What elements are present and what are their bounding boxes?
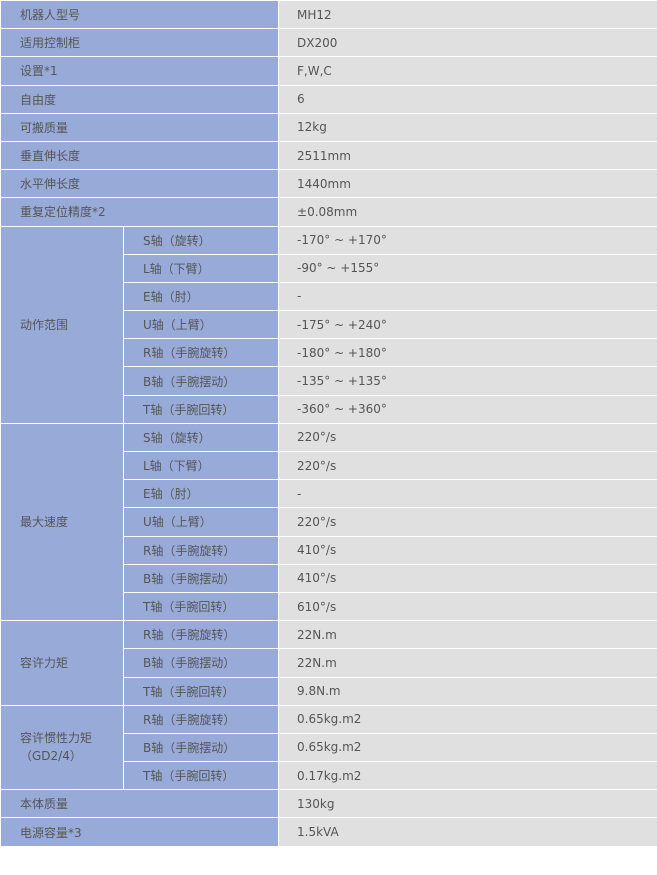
spec-value: 130kg <box>278 789 657 819</box>
spec-value: 0.65kg.m2 <box>278 732 657 763</box>
spec-row: 水平伸长度 1440mm <box>0 169 657 199</box>
axis-label: E轴（肘） <box>122 281 280 312</box>
group-title: 容许惯性力矩 <box>20 731 93 746</box>
spec-value: 1440mm <box>278 169 657 199</box>
spec-row: B轴（手腕摆动） 22N.m <box>1 648 657 678</box>
spec-label: 本体质量 <box>0 789 280 819</box>
spec-label: 可搬质量 <box>0 112 280 142</box>
spec-row: 容许力矩 R轴（手腕旋转） 22N.m <box>0 620 657 706</box>
spec-value: 610°/s <box>278 591 657 622</box>
spec-label: 设置*1 <box>0 56 280 86</box>
axis-label: T轴（手腕回转） <box>122 761 280 791</box>
spec-label: 水平伸长度 <box>0 169 280 199</box>
spec-value: -360° ~ +360° <box>278 394 657 424</box>
spec-row: L轴（下臂） -90° ~ +155° <box>1 253 657 283</box>
spec-label: 机器人型号 <box>0 0 280 30</box>
spec-row: T轴（手腕回转） 610°/s <box>1 591 657 622</box>
spec-value: 22N.m <box>278 620 657 650</box>
spec-value: F,W,C <box>278 56 657 86</box>
spec-row: E轴（肘） - <box>1 479 657 509</box>
spec-value: 6 <box>278 84 657 114</box>
spec-row: 容许惯性力矩 （GD2/4） R轴（手腕旋转） 0.65kg.m2 <box>0 704 657 791</box>
spec-row: B轴（手腕摆动） 0.65kg.m2 <box>1 732 657 763</box>
spec-row: B轴（手腕摆动） 410°/s <box>1 563 657 593</box>
spec-row: T轴（手腕回转） -360° ~ +360° <box>1 394 657 424</box>
axis-label: U轴（上臂） <box>122 507 280 537</box>
axis-label: T轴（手腕回转） <box>122 394 280 424</box>
spec-value: 2511mm <box>278 140 657 171</box>
axis-label: S轴（旋转） <box>122 422 280 453</box>
spec-value: 0.65kg.m2 <box>278 704 657 734</box>
spec-value: 220°/s <box>278 422 657 453</box>
axis-label: R轴（手腕旋转） <box>122 338 280 368</box>
spec-value: DX200 <box>278 28 657 58</box>
axis-label: T轴（手腕回转） <box>122 676 280 706</box>
spec-row: 可搬质量 12kg <box>0 112 657 142</box>
spec-value: -135° ~ +135° <box>278 366 657 396</box>
spec-value: 410°/s <box>278 535 657 565</box>
spec-value: 12kg <box>278 112 657 142</box>
spec-value: 22N.m <box>278 648 657 678</box>
axis-label: S轴（旋转） <box>122 225 280 255</box>
group-label: 容许力矩 <box>0 620 124 706</box>
group-subtitle: （GD2/4） <box>20 749 82 764</box>
group-title: 容许力矩 <box>20 655 69 670</box>
spec-value: -180° ~ +180° <box>278 338 657 368</box>
spec-row: 垂直伸长度 2511mm <box>0 140 657 171</box>
spec-row: 最大速度 S轴（旋转） 220°/s <box>0 422 657 622</box>
spec-row: 电源容量*3 1.5kVA <box>0 817 657 847</box>
spec-label: 垂直伸长度 <box>0 140 280 171</box>
axis-label: B轴（手腕摆动） <box>122 366 280 396</box>
axis-label: L轴（下臂） <box>122 450 280 481</box>
spec-label: 适用控制柜 <box>0 28 280 58</box>
axis-label: T轴（手腕回转） <box>122 591 280 622</box>
axis-label: L轴（下臂） <box>122 253 280 283</box>
spec-label: 电源容量*3 <box>0 817 280 847</box>
spec-value: - <box>278 479 657 509</box>
axis-label: E轴（肘） <box>122 479 280 509</box>
spec-value: MH12 <box>278 0 657 30</box>
group-label: 动作范围 <box>0 225 124 424</box>
group-title: 最大速度 <box>20 514 69 529</box>
spec-row: 机器人型号 MH12 <box>0 0 657 30</box>
axis-label: R轴（手腕旋转） <box>122 620 280 650</box>
spec-row: U轴（上臂） 220°/s <box>1 507 657 537</box>
spec-value: -90° ~ +155° <box>278 253 657 283</box>
spec-value: -175° ~ +240° <box>278 310 657 340</box>
spec-value: 410°/s <box>278 563 657 593</box>
axis-label: R轴（手腕旋转） <box>122 535 280 565</box>
spec-value: 220°/s <box>278 450 657 481</box>
spec-row: R轴（手腕旋转） 410°/s <box>1 535 657 565</box>
axis-label: U轴（上臂） <box>122 310 280 340</box>
spec-row: T轴（手腕回转） 9.8N.m <box>1 676 657 706</box>
axis-label: B轴（手腕摆动） <box>122 648 280 678</box>
spec-label: 重复定位精度*2 <box>0 197 280 227</box>
spec-row: E轴（肘） - <box>1 281 657 312</box>
spec-row: U轴（上臂） -175° ~ +240° <box>1 310 657 340</box>
spec-row: 设置*1 F,W,C <box>0 56 657 86</box>
spec-value: -170° ~ +170° <box>278 225 657 255</box>
spec-row: 本体质量 130kg <box>0 789 657 819</box>
spec-row: R轴（手腕旋转） -180° ~ +180° <box>1 338 657 368</box>
spec-row: 适用控制柜 DX200 <box>0 28 657 58</box>
group-label: 最大速度 <box>0 422 124 622</box>
spec-value: ±0.08mm <box>278 197 657 227</box>
axis-label: R轴（手腕旋转） <box>122 704 280 734</box>
axis-label: B轴（手腕摆动） <box>122 563 280 593</box>
spec-value: 1.5kVA <box>278 817 657 847</box>
spec-row: 动作范围 S轴（旋转） -170° ~ +170° <box>0 225 657 424</box>
spec-value: - <box>278 281 657 312</box>
spec-row: 重复定位精度*2 ±0.08mm <box>0 197 657 227</box>
group-label: 容许惯性力矩 （GD2/4） <box>0 704 124 791</box>
group-title: 动作范围 <box>20 317 69 332</box>
spec-value: 220°/s <box>278 507 657 537</box>
spec-row: 自由度 6 <box>0 84 657 114</box>
spec-value: 9.8N.m <box>278 676 657 706</box>
robot-spec-table: 机器人型号 MH12 适用控制柜 DX200 设置*1 F,W,C 自由度 6 可搬质量 12kg… <box>0 0 657 847</box>
spec-value: 0.17kg.m2 <box>278 761 657 791</box>
spec-label: 自由度 <box>0 84 280 114</box>
axis-label: B轴（手腕摆动） <box>122 732 280 763</box>
